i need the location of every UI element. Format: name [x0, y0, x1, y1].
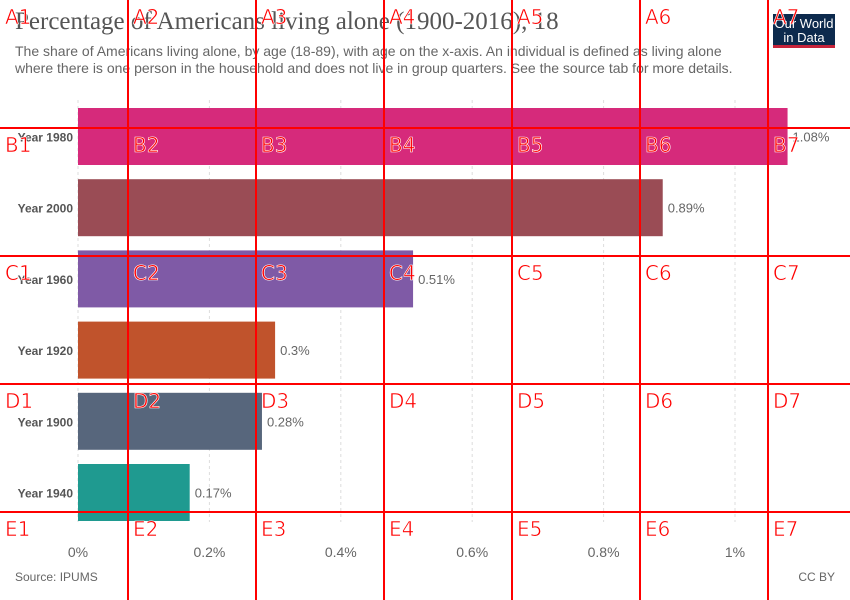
value-label: 1.08%	[793, 130, 830, 145]
overlay-cell-label: B3	[261, 133, 287, 157]
overlay-cell-label: E3	[261, 517, 286, 541]
overlay-cell-label: C6	[645, 261, 672, 285]
value-label: 0.3%	[280, 343, 310, 358]
overlay-cell-label: B5	[517, 133, 543, 157]
overlay-cell-label: C4	[389, 261, 416, 285]
overlay-cell-label: D1	[5, 389, 33, 413]
overlay-cell-label: D3	[261, 389, 289, 413]
category-label: Year 1960	[18, 273, 74, 287]
overlay-cell-label: A5	[517, 5, 543, 29]
bar	[78, 250, 414, 308]
value-label: 0.17%	[195, 486, 232, 501]
category-label: Year 1980	[18, 131, 74, 145]
value-label: 0.28%	[267, 414, 304, 429]
bar	[78, 321, 276, 379]
overlay-cell-label: B2	[133, 133, 159, 157]
category-label: Year 1920	[18, 344, 74, 358]
overlay-cell-label: D7	[773, 389, 801, 413]
owid-logo[interactable]: Our World in Data	[773, 14, 835, 48]
value-label: 0.89%	[668, 201, 705, 216]
overlay-cell-label: B4	[389, 133, 415, 157]
overlay-cell-label: A6	[645, 5, 671, 29]
x-tick-label: 0.2%	[193, 544, 225, 560]
overlay-cell-label: D4	[389, 389, 417, 413]
overlay-cell-label: A4	[389, 5, 415, 29]
overlay-cell-label: C1	[5, 261, 32, 285]
overlay-cell-label: D6	[645, 389, 673, 413]
overlay-cell-label: E1	[5, 517, 30, 541]
bar	[78, 392, 262, 450]
bar	[78, 108, 788, 165]
overlay-cell-label: C7	[773, 261, 800, 285]
category-label: Year 2000	[18, 202, 74, 216]
overlay-cell-label: A2	[133, 5, 159, 29]
overlay-cell-label: B6	[645, 133, 671, 157]
chart-subtitle: The share of Americans living alone, by …	[15, 43, 733, 76]
overlay-cell-label: B7	[773, 133, 799, 157]
overlay-cell-label: E6	[645, 517, 670, 541]
x-tick-label: 0.8%	[588, 544, 620, 560]
overlay-cell-label: D5	[517, 389, 545, 413]
overlay-cell-label: A7	[773, 5, 799, 29]
bar	[78, 179, 663, 237]
value-label: 0.51%	[418, 272, 455, 287]
source-note[interactable]: Source: IPUMS	[15, 570, 98, 584]
overlay-cell-label: A3	[261, 5, 287, 29]
overlay-cell-label: E7	[773, 517, 798, 541]
overlay-cell-label: E5	[517, 517, 542, 541]
logo-line-1: Our World	[774, 16, 834, 31]
license-note[interactable]: CC BY	[798, 570, 835, 584]
x-tick-label: 0.4%	[325, 544, 357, 560]
chart-title: Percentage of Americans living alone (19…	[15, 8, 559, 35]
overlay-cell-label: D2	[133, 389, 161, 413]
overlay-cell-label: C2	[133, 261, 160, 285]
category-label: Year 1900	[18, 415, 74, 429]
overlay-cell-label: E2	[133, 517, 158, 541]
x-tick-label: 0.6%	[456, 544, 488, 560]
logo-line-2: in Data	[783, 30, 825, 45]
category-label: Year 1940	[18, 487, 74, 501]
overlay-cell-label: C3	[261, 261, 288, 285]
x-tick-label: 1%	[725, 544, 745, 560]
x-tick-label: 0%	[68, 544, 88, 560]
overlay-cell-label: A1	[5, 5, 31, 29]
overlay-cell-label: C5	[517, 261, 544, 285]
overlay-cell-label: B1	[5, 133, 31, 157]
overlay-cell-label: E4	[389, 517, 414, 541]
